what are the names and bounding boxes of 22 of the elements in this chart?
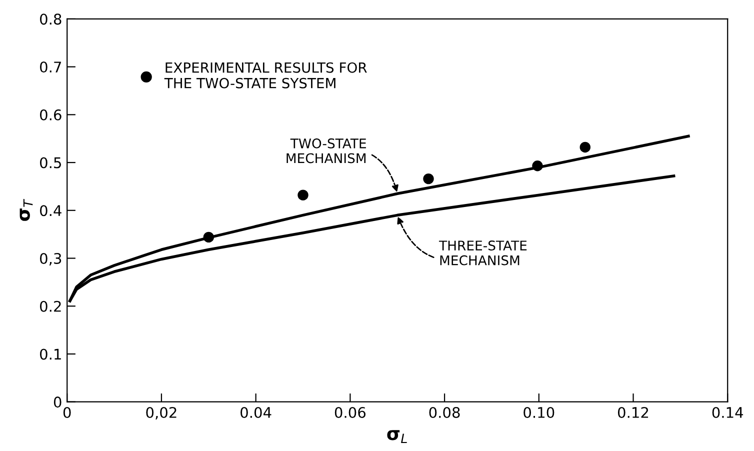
y-tick-label: 0.4: [40, 205, 62, 216]
x-axis-title: σ$_{L}$: [387, 430, 407, 443]
y-tick-label: 0: [54, 396, 62, 408]
x-tick-label: 0.10: [524, 406, 554, 418]
y-tick-label: 0,3: [40, 252, 62, 266]
y-tick-label: 0.5: [40, 157, 61, 168]
x-tick-label: 0.14: [712, 406, 744, 418]
legend-label: EXPERIMENTAL RESULTS FOR THE TWO-STATE SYSTEM: [164, 62, 367, 88]
x-tick-label: 0.12: [618, 406, 648, 418]
y-tick-label: 0.7: [40, 62, 61, 73]
y-tick-label: 0.2: [40, 300, 61, 312]
x-tick-label: 0.06: [334, 406, 366, 418]
x-tick-label: 0,02: [146, 406, 176, 420]
y-tick-label: 0.8: [40, 14, 62, 25]
y-tick-label: 0.1: [40, 348, 61, 360]
x-tick-label: 0: [63, 406, 71, 418]
y-axis-title: σ$_{T}$: [20, 198, 33, 221]
y-tick-label: 0.6: [40, 109, 62, 120]
annotation: TWO-STATE MECHANISM: [286, 138, 366, 164]
x-tick-label: 0.08: [429, 406, 460, 418]
annotation: THREE-STATE MECHANISM: [438, 240, 527, 266]
x-tick-label: 0.04: [240, 406, 272, 418]
